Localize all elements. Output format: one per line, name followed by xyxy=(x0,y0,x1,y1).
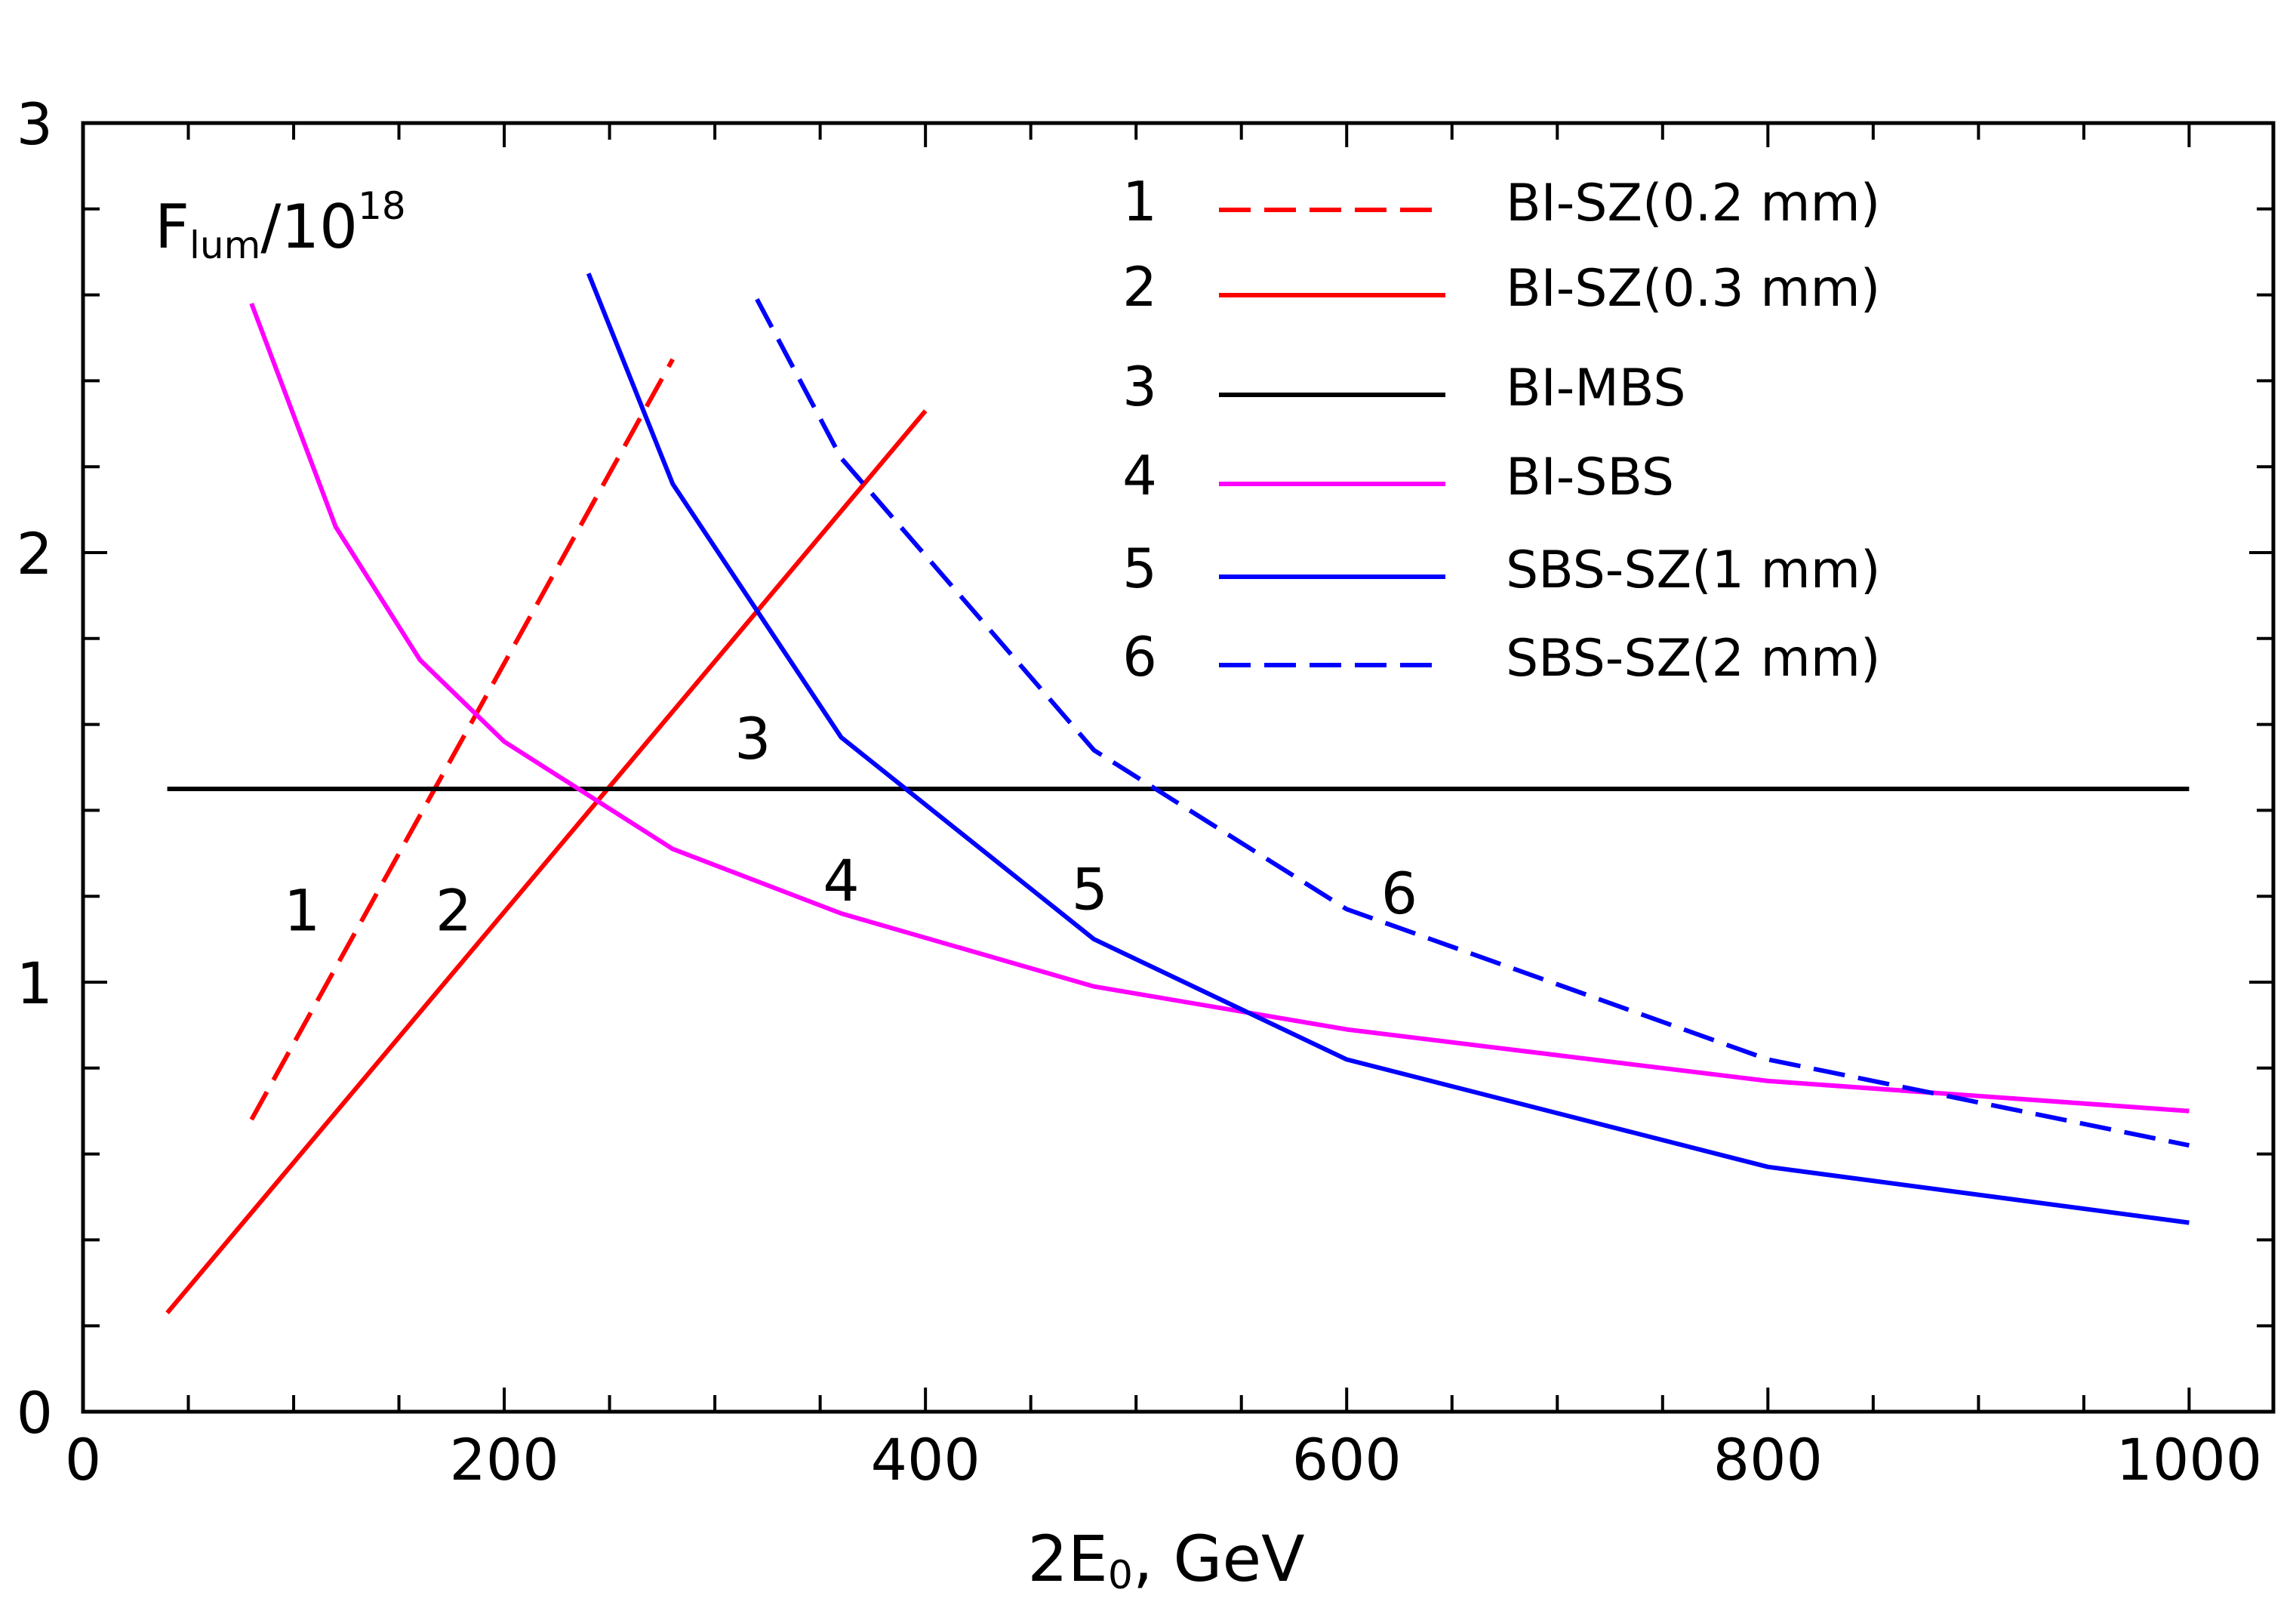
x-label-sub: 0 xyxy=(1108,1553,1133,1598)
legend-number-5: 5 xyxy=(1122,537,1157,600)
y-tick-label: 3 xyxy=(17,91,53,158)
legend-label-2: BI-SZ(0.3 mm) xyxy=(1506,259,1880,319)
y-tick-label: 0 xyxy=(17,1379,53,1446)
series-line-5 xyxy=(586,273,2190,1225)
y-label-sub: lum xyxy=(189,223,260,267)
legend-number-1: 1 xyxy=(1122,170,1157,233)
curve-label-2: 2 xyxy=(436,877,472,944)
legend-label-5: SBS-SZ(1 mm) xyxy=(1506,541,1881,600)
y-axis-label: Flum/1018 xyxy=(155,184,406,267)
x-tick-label: 600 xyxy=(1292,1426,1402,1493)
curve-label-5: 5 xyxy=(1072,855,1108,923)
series-line-4 xyxy=(249,302,2190,1114)
y-tick-label: 2 xyxy=(17,520,53,587)
series-layer xyxy=(165,273,2190,1315)
legend-label-1: BI-SZ(0.2 mm) xyxy=(1506,174,1880,233)
series-line-2 xyxy=(165,409,928,1315)
x-axis-label: 2E0, GeV xyxy=(1027,1522,1304,1598)
y-tick-label: 1 xyxy=(17,950,53,1017)
x-tick-label: 200 xyxy=(450,1426,559,1493)
series-line-6 xyxy=(755,297,2190,1148)
axis-ticks xyxy=(82,122,2273,1413)
curve-label-6: 6 xyxy=(1381,860,1417,927)
series-line-1 xyxy=(249,358,675,1121)
y-label-main: F xyxy=(155,192,189,262)
legend-number-2: 2 xyxy=(1122,255,1157,319)
x-tick-label: 800 xyxy=(1713,1426,1823,1493)
x-tick-label: 400 xyxy=(871,1426,980,1493)
plot-frame xyxy=(81,121,2276,1414)
curve-labels: 1 2 3 4 5 6 xyxy=(284,705,1417,944)
legend-number-6: 6 xyxy=(1122,625,1157,688)
x-label-pre: 2E xyxy=(1027,1522,1108,1596)
y-label-sup: 18 xyxy=(358,184,406,228)
curve-label-1: 1 xyxy=(284,877,320,944)
legend-label-3: BI-MBS xyxy=(1506,359,1686,418)
axis-tick-labels: 0 200 400 600 800 1000 0 1 2 3 xyxy=(17,91,2262,1493)
y-label-mid: /10 xyxy=(260,192,358,262)
legend-label-4: BI-SBS xyxy=(1506,448,1674,507)
curve-label-4: 4 xyxy=(823,847,859,914)
x-tick-label: 1000 xyxy=(2116,1426,2262,1493)
legend-label-6: SBS-SZ(2 mm) xyxy=(1506,629,1881,688)
curve-label-3: 3 xyxy=(734,705,771,772)
x-label-post: , GeV xyxy=(1133,1522,1305,1596)
legend-number-4: 4 xyxy=(1122,444,1157,507)
x-tick-label: 0 xyxy=(65,1426,101,1493)
legend: 1 BI-SZ(0.2 mm) 2 BI-SZ(0.3 mm) 3 BI-MBS 4 BI-S… xyxy=(1122,170,1880,688)
legend-number-3: 3 xyxy=(1122,355,1157,418)
